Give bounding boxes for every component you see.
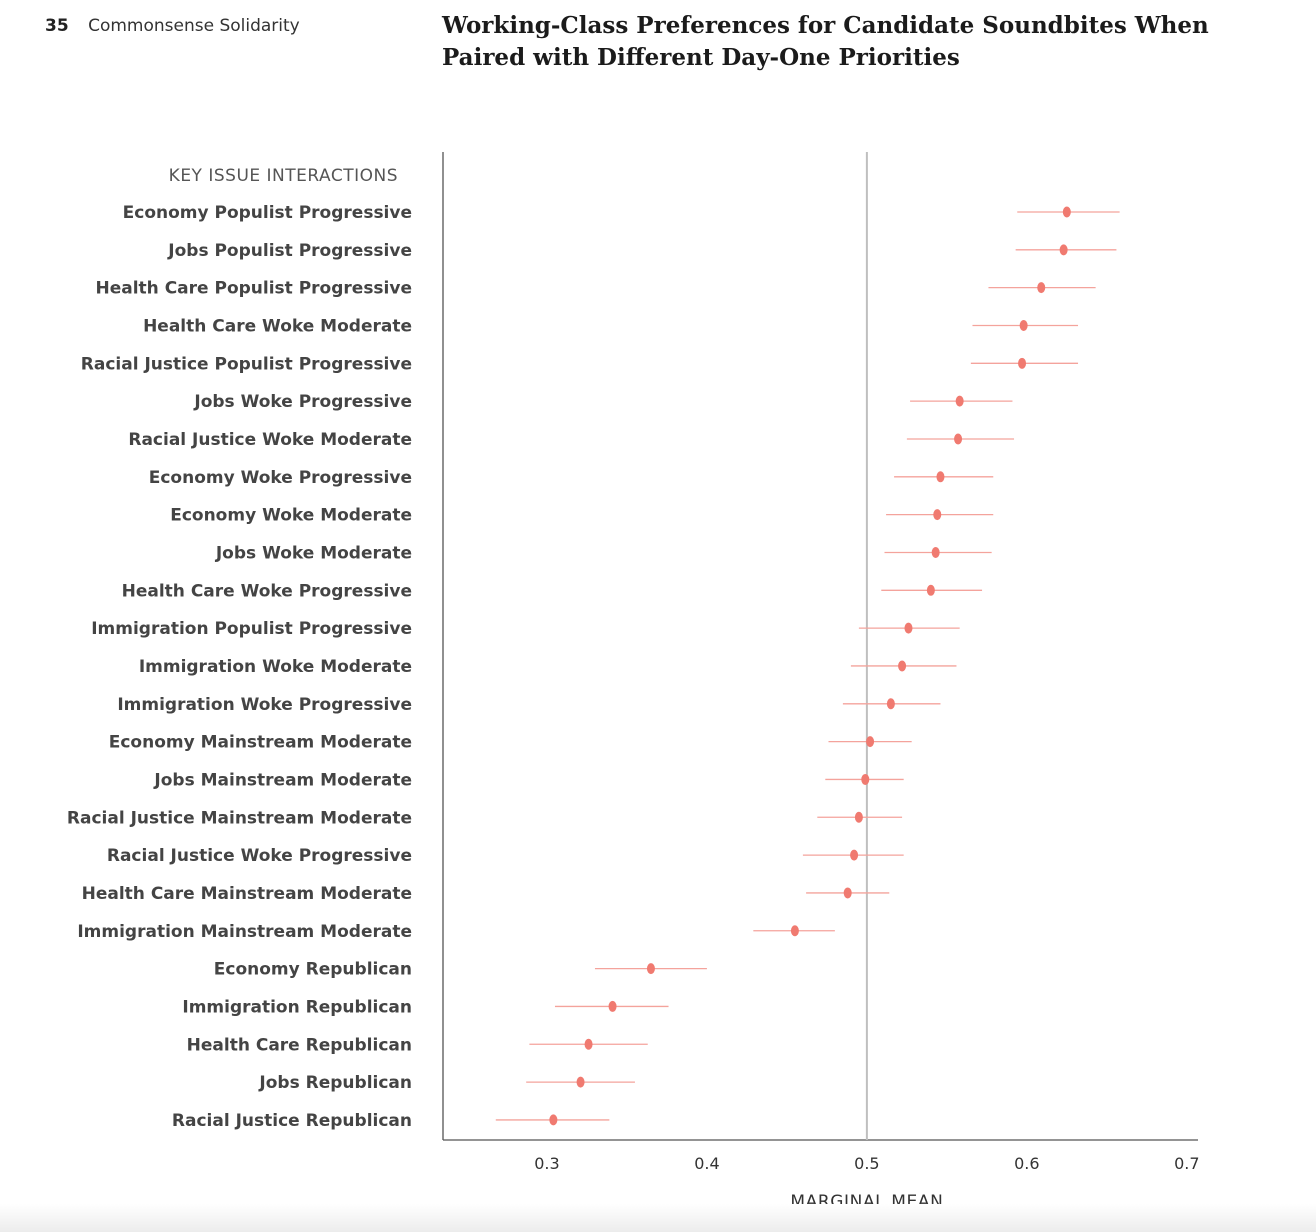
category-label: Economy Mainstream Moderate bbox=[109, 733, 412, 753]
category-label: Immigration Woke Progressive bbox=[117, 695, 412, 715]
category-label: Health Care Woke Moderate bbox=[143, 316, 412, 336]
category-label: Economy Woke Moderate bbox=[170, 506, 412, 526]
data-point bbox=[576, 1076, 585, 1088]
category-label: Racial Justice Republican bbox=[172, 1111, 412, 1131]
data-point bbox=[549, 1114, 558, 1126]
y-axis-label: KEY ISSUE INTERACTIONS bbox=[169, 166, 398, 186]
category-label: Health Care Republican bbox=[187, 1035, 412, 1055]
data-point bbox=[933, 509, 942, 521]
data-point bbox=[1018, 357, 1027, 369]
data-point bbox=[1062, 206, 1071, 218]
data-point bbox=[904, 622, 913, 634]
page-header: 35 Commonsense Solidarity bbox=[45, 16, 300, 36]
category-label: Health Care Woke Progressive bbox=[122, 581, 412, 601]
category-label: Jobs Republican bbox=[258, 1073, 412, 1093]
category-label: Jobs Woke Moderate bbox=[215, 543, 412, 563]
page-number: 35 bbox=[45, 16, 69, 36]
data-point bbox=[936, 471, 945, 483]
category-label: Economy Republican bbox=[214, 960, 412, 980]
data-point bbox=[954, 433, 963, 445]
data-point bbox=[898, 660, 907, 672]
data-point bbox=[854, 811, 863, 823]
data-point bbox=[790, 925, 799, 937]
x-tick-label: 0.4 bbox=[694, 1154, 719, 1173]
category-label: Racial Justice Populist Progressive bbox=[81, 354, 412, 374]
category-label: Economy Populist Progressive bbox=[123, 203, 412, 223]
category-label: Health Care Populist Progressive bbox=[96, 279, 413, 299]
x-tick-label: 0.5 bbox=[854, 1154, 879, 1173]
category-label: Racial Justice Mainstream Moderate bbox=[67, 808, 412, 828]
x-tick-label: 0.7 bbox=[1174, 1154, 1199, 1173]
x-tick-label: 0.6 bbox=[1014, 1154, 1039, 1173]
category-label: Immigration Woke Moderate bbox=[139, 657, 412, 677]
category-label: Immigration Republican bbox=[182, 997, 412, 1017]
data-point bbox=[886, 698, 895, 710]
category-label: Immigration Mainstream Moderate bbox=[77, 922, 412, 942]
category-label: Immigration Populist Progressive bbox=[91, 619, 412, 639]
category-label: Racial Justice Woke Progressive bbox=[107, 846, 412, 866]
data-point bbox=[608, 1000, 617, 1012]
data-point bbox=[926, 584, 935, 596]
data-point bbox=[850, 849, 859, 861]
data-point bbox=[931, 546, 940, 558]
data-point bbox=[1037, 282, 1046, 294]
data-point bbox=[1019, 319, 1028, 331]
category-label: Jobs Mainstream Moderate bbox=[153, 770, 412, 790]
data-point bbox=[861, 773, 870, 785]
data-point bbox=[584, 1038, 593, 1050]
data-point bbox=[1059, 244, 1068, 256]
chart-title: Working-Class Preferences for Candidate … bbox=[442, 12, 1209, 71]
data-point bbox=[646, 963, 655, 975]
category-label: Racial Justice Woke Moderate bbox=[128, 430, 412, 450]
category-label: Economy Woke Progressive bbox=[149, 468, 412, 488]
data-point bbox=[955, 395, 964, 407]
category-label: Jobs Populist Progressive bbox=[167, 241, 412, 261]
publication-name: Commonsense Solidarity bbox=[88, 16, 300, 36]
bottom-shadow bbox=[0, 1204, 1316, 1232]
x-tick-label: 0.3 bbox=[534, 1154, 559, 1173]
category-label: Jobs Woke Progressive bbox=[193, 392, 412, 412]
data-point bbox=[843, 887, 852, 899]
data-point bbox=[866, 736, 875, 748]
category-label: Health Care Mainstream Moderate bbox=[82, 884, 412, 904]
